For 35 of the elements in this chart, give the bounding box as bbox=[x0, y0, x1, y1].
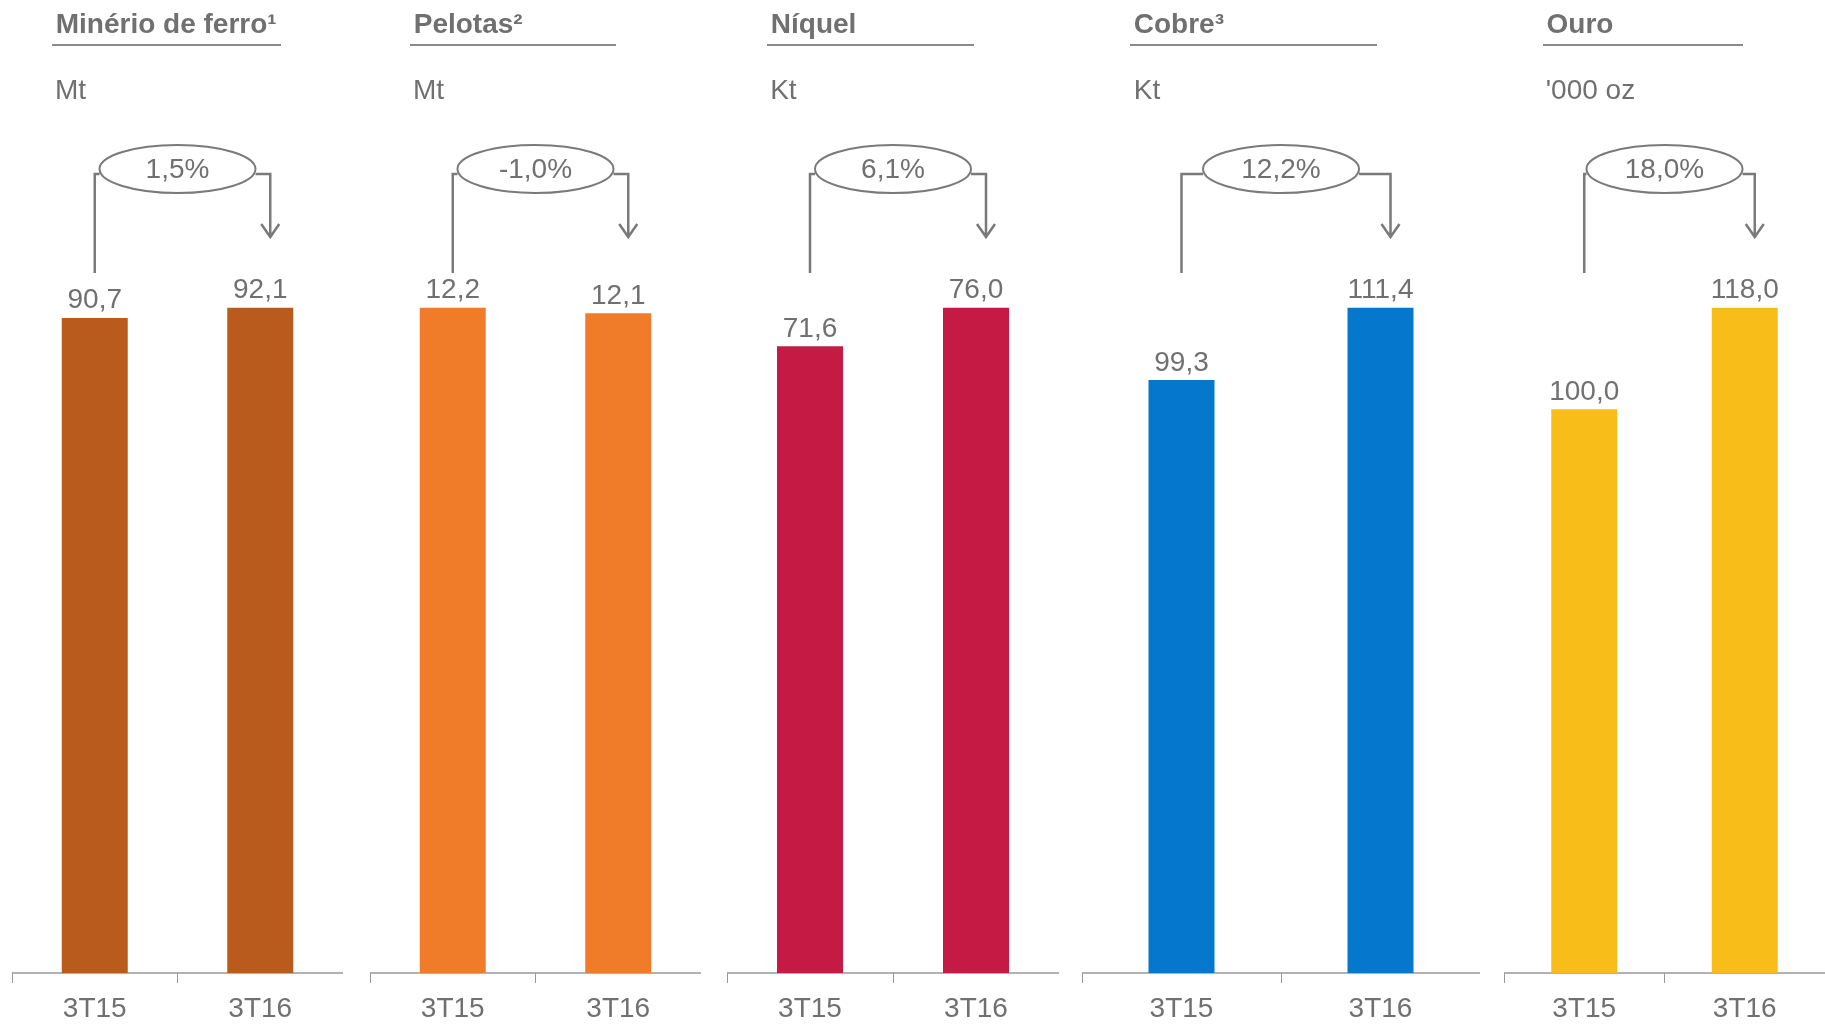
x-tick-label: 3T15 bbox=[1552, 991, 1617, 1023]
text: 12,2% bbox=[1241, 153, 1321, 185]
x-tick-label: 3T15 bbox=[778, 991, 842, 1023]
x-tick-label: 3T15 bbox=[62, 991, 127, 1023]
text: -1,0% bbox=[498, 153, 573, 185]
chart-subtitle: Mt bbox=[55, 74, 87, 106]
chart-title: Cobre³ bbox=[1129, 8, 1377, 46]
chart-title: Níquel bbox=[766, 8, 975, 46]
data-label: 118,0 bbox=[1710, 273, 1779, 305]
data-label: 99,3 bbox=[1154, 345, 1209, 377]
chart-subtitle: Mt bbox=[413, 74, 445, 106]
text: 18,0% bbox=[1624, 153, 1705, 185]
x-tick-label: 3T16 bbox=[1712, 991, 1777, 1023]
data-label: 71,6 bbox=[782, 311, 838, 343]
data-label: 90,7 bbox=[67, 283, 122, 315]
chart-subtitle: Kt bbox=[1133, 74, 1161, 106]
chart-title: Ouro bbox=[1542, 8, 1744, 46]
chart-title: Minério de ferro¹ bbox=[51, 8, 281, 46]
data-label: 92,1 bbox=[233, 273, 288, 305]
x-tick-label: 3T15 bbox=[420, 991, 485, 1023]
x-tick-label: 3T16 bbox=[1348, 991, 1413, 1023]
x-tick-label: 3T16 bbox=[944, 991, 1008, 1023]
chart-subtitle: Kt bbox=[770, 74, 797, 106]
data-label: 76,0 bbox=[948, 273, 1004, 305]
chart-title: Pelotas² bbox=[409, 8, 617, 46]
x-tick-label: 3T16 bbox=[228, 991, 293, 1023]
text: 1,5% bbox=[145, 153, 210, 185]
data-label: 111,4 bbox=[1347, 273, 1414, 305]
x-tick-label: 3T16 bbox=[586, 991, 651, 1023]
text: 6,1% bbox=[861, 153, 925, 185]
chart-subtitle: '000 oz bbox=[1545, 74, 1636, 106]
data-label: 12,2 bbox=[425, 273, 480, 305]
data-label: 12,1 bbox=[591, 278, 646, 310]
x-tick-label: 3T15 bbox=[1149, 991, 1214, 1023]
data-label: 100,0 bbox=[1549, 374, 1620, 406]
